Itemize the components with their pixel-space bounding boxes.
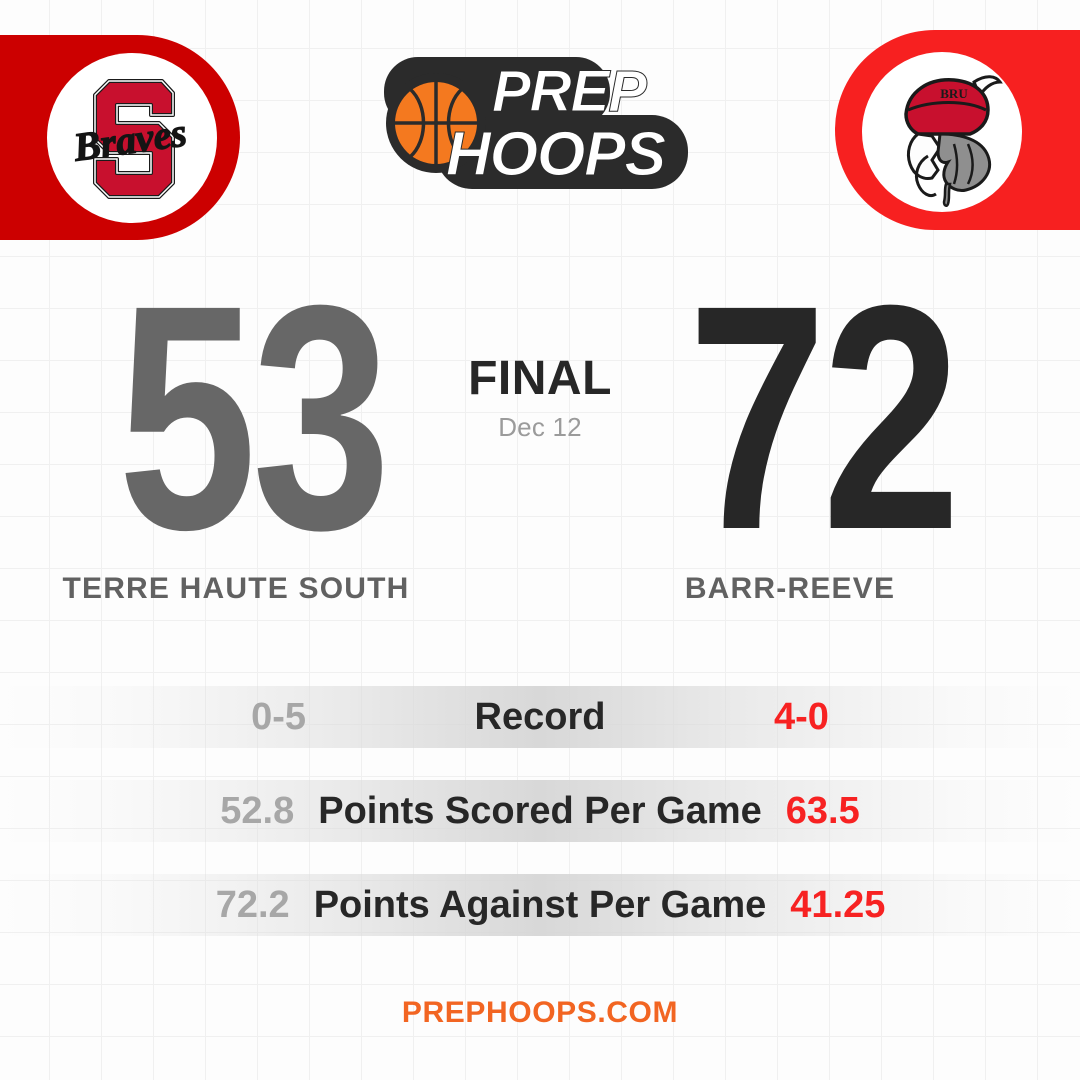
stat-home-value: 41.25 [790,883,886,926]
away-team-logo: Braves [47,53,217,223]
stat-label: Points Against Per Game [313,883,767,926]
away-team-name: TERRE HAUTE SOUTH [62,572,410,605]
home-team-logo: BRU [862,52,1022,212]
svg-text:BRU: BRU [940,86,968,101]
stat-away-value: 52.8 [220,789,295,832]
stat-home-value: 63.5 [785,789,860,832]
braves-s-logo-icon: Braves [69,79,190,199]
prephoops-logo-icon: PREP HOOPS [384,57,688,190]
stat-label: Points Scored Per Game [318,789,762,832]
away-team-score: 53 [117,238,391,596]
svg-text:PREP: PREP [492,59,647,124]
home-team-name: BARR-REEVE [684,572,896,605]
stat-row: 0-5 Record 4-0 [0,686,1080,748]
stats-comparison-table: 0-5 Record 4-0 52.8 Points Scored Per Ga… [0,686,1080,968]
stat-row: 72.2 Points Against Per Game 41.25 [0,874,1080,936]
game-status-label: FINAL [468,352,612,405]
home-team-score: 72 [687,238,961,596]
svg-text:HOOPS: HOOPS [446,120,666,189]
game-date: Dec 12 [498,412,582,442]
viking-head-logo-icon: BRU [904,75,1003,207]
game-status: FINAL Dec 12 [390,352,690,443]
footer-website-url[interactable]: PREPHOOPS.COM [401,996,679,1029]
stat-home-value: 4-0 [774,695,829,738]
stat-away-value: 0-5 [251,695,306,738]
stat-row: 52.8 Points Scored Per Game 63.5 [0,780,1080,842]
stat-away-value: 72.2 [215,883,290,926]
stat-label: Record [474,695,606,738]
prephoops-logo: PREP HOOPS [380,45,700,210]
